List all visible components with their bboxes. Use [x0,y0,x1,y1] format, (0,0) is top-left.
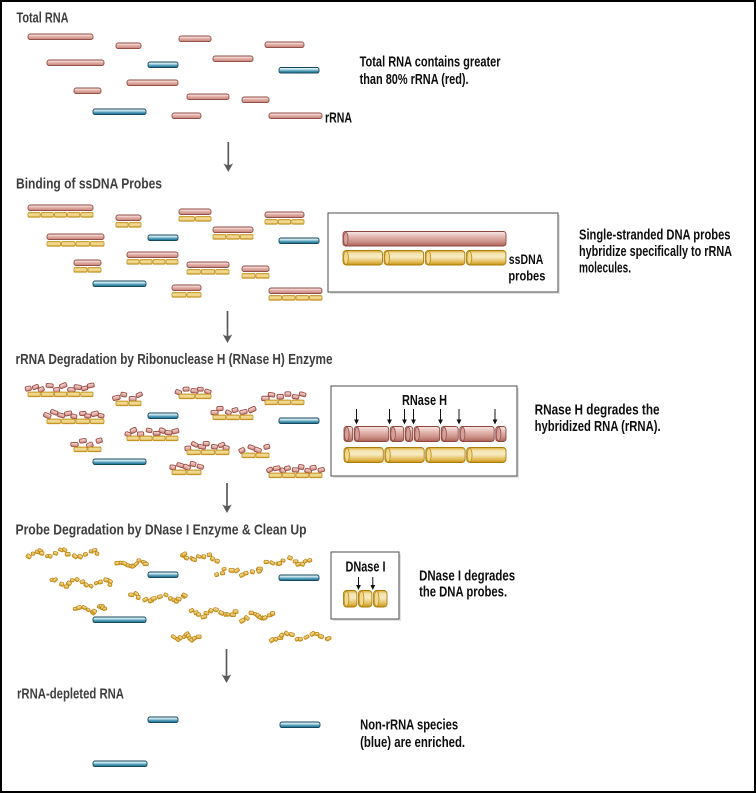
svg-text:rRNA: rRNA [325,111,352,127]
svg-text:rRNA Degradation by Ribonuclea: rRNA Degradation by Ribonuclease H (RNas… [16,352,333,368]
svg-text:Total RNA contains greater: Total RNA contains greater [360,55,501,71]
svg-text:DNase I: DNase I [346,560,386,576]
svg-text:hybridize specifically to rRNA: hybridize specifically to rRNA [579,244,732,260]
svg-text:than 80% rRNA (red).: than 80% rRNA (red). [360,72,469,88]
svg-text:ssDNA: ssDNA [509,252,544,267]
svg-text:(blue) are enriched.: (blue) are enriched. [360,735,465,751]
svg-text:the DNA probes.: the DNA probes. [419,585,507,601]
svg-text:Total RNA: Total RNA [17,11,69,27]
svg-text:Binding of ssDNA Probes: Binding of ssDNA Probes [16,176,162,192]
svg-text:Non-rRNA species: Non-rRNA species [360,718,458,734]
svg-text:Probe Degradation by DNase I E: Probe Degradation by DNase I Enzyme & Cl… [16,523,307,539]
svg-text:molecules.: molecules. [579,260,631,276]
svg-text:hybridized RNA (rRNA).: hybridized RNA (rRNA). [535,419,661,435]
svg-text:RNase H: RNase H [402,393,447,409]
svg-text:RNase H degrades the: RNase H degrades the [535,403,660,419]
svg-text:probes: probes [508,268,545,283]
svg-text:Single-stranded DNA probes: Single-stranded DNA probes [579,227,731,243]
svg-text:rRNA-depleted RNA: rRNA-depleted RNA [17,687,124,703]
svg-text:DNase I degrades: DNase I degrades [419,569,515,585]
